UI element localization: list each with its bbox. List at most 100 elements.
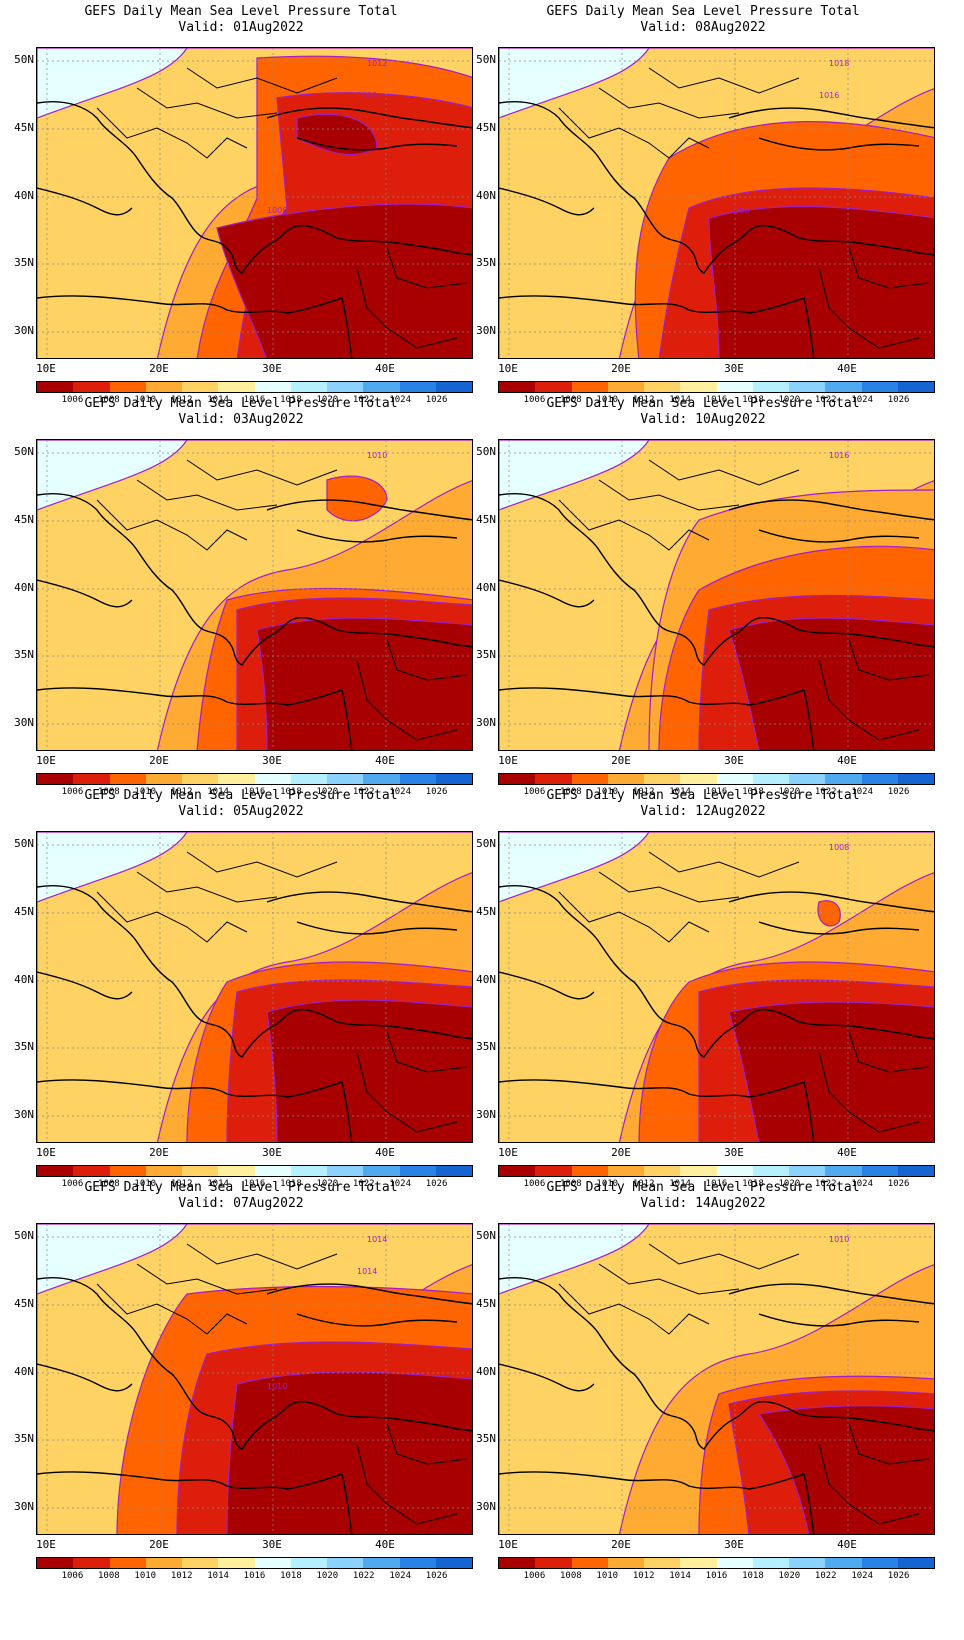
longitude-label: 10E [36, 754, 56, 767]
latitude-label: 30N [476, 1108, 496, 1121]
colorbar-swatch [861, 774, 898, 784]
colorbar-level-label: 1008 [559, 1179, 582, 1189]
colorbar-level-label: 1014 [207, 1179, 229, 1189]
latitude-label: 30N [476, 716, 496, 729]
panel-valid-date: Valid: 12Aug2022 [640, 804, 766, 819]
colorbar-level-label: 1006 [523, 1571, 546, 1581]
panel-valid-date: Valid: 05Aug2022 [178, 804, 304, 819]
colorbar-level-label: 1010 [134, 1179, 157, 1189]
isobar-label: 1008 [829, 843, 849, 852]
longitude-label: 10E [498, 1538, 518, 1551]
colorbar-level-label: 1008 [97, 395, 120, 405]
pressure-map: 1008 [498, 831, 935, 1143]
colorbar-level-label: 1012 [632, 1179, 655, 1189]
colorbar-swatch [182, 1166, 219, 1176]
country-borders [96, 67, 468, 349]
colorbar [36, 1165, 473, 1177]
longitude-label: 30E [262, 1538, 282, 1551]
colorbar-level-label: 1012 [632, 395, 655, 405]
colorbar-level-label: 1010 [596, 1179, 619, 1189]
panel-title: GEFS Daily Mean Sea Level Pressure Total [84, 788, 398, 803]
colorbar-swatch [145, 1166, 182, 1176]
colorbar-level-label: 1012 [170, 1179, 193, 1189]
colorbar-level-label: 1022 [352, 1571, 375, 1581]
colorbar [36, 1557, 473, 1569]
colorbar [498, 1165, 935, 1177]
latitude-label: 30N [14, 1500, 34, 1513]
pressure-band [499, 1224, 650, 1295]
colorbar-swatch [327, 1166, 364, 1176]
longitude-label: 10E [498, 1146, 518, 1159]
colorbar-swatch [218, 774, 255, 784]
isobar-label: 1014 [367, 1235, 387, 1244]
latitude-label: 50N [14, 445, 34, 458]
country-borders [558, 67, 930, 349]
pressure-band [817, 900, 841, 927]
colorbar-swatch [571, 1558, 608, 1568]
latitude-label: 45N [476, 1297, 496, 1310]
latitude-label: 35N [14, 1040, 34, 1053]
longitude-label: 30E [724, 754, 744, 767]
pressure-map: 1016 [498, 439, 935, 751]
colorbar-swatch [716, 1166, 753, 1176]
longitude-label: 10E [498, 754, 518, 767]
coastline [37, 885, 472, 1142]
colorbar-swatch [789, 774, 826, 784]
coastline [37, 493, 472, 750]
latitude-label: 40N [476, 581, 496, 594]
colorbar-level-label: 1026 [425, 1571, 448, 1581]
colorbar-level-label: 1018 [742, 787, 764, 797]
colorbar-swatch [825, 774, 862, 784]
colorbar-swatch [825, 1166, 862, 1176]
colorbar-level-label: 1022 [814, 1571, 837, 1581]
colorbar-swatch [145, 382, 182, 392]
colorbar-swatch [435, 382, 472, 392]
latitude-label: 35N [476, 648, 496, 661]
pressure-band [37, 1224, 188, 1295]
latitude-label: 45N [476, 121, 496, 134]
pressure-band [757, 1405, 934, 1534]
colorbar-swatch [897, 382, 934, 392]
colorbar-level-label: 1010 [134, 1571, 157, 1581]
colorbar-level-label: 1018 [742, 1571, 764, 1581]
colorbar-level-label: 1024 [389, 1179, 411, 1189]
latitude-label: 35N [476, 256, 496, 269]
longitude-label: 10E [498, 362, 518, 375]
colorbar-level-label: 1018 [742, 1179, 764, 1189]
panel-valid-date: Valid: 14Aug2022 [640, 1196, 766, 1211]
latitude-label: 30N [14, 1108, 34, 1121]
colorbar-level-label: 1018 [280, 395, 302, 405]
colorbar-level-label: 1008 [559, 1571, 582, 1581]
colorbar-level-label: 1024 [389, 787, 411, 797]
isobar-label: 1008 [357, 91, 377, 100]
colorbar-level-label: 1022 [814, 787, 837, 797]
colorbar-level-label: 1020 [778, 1179, 801, 1189]
colorbar-level-label: 1008 [97, 1179, 120, 1189]
colorbar-swatch [37, 1558, 74, 1568]
colorbar-level-label: 1012 [632, 1571, 655, 1581]
colorbar-level-label: 1006 [523, 1179, 546, 1189]
colorbar-swatch [607, 1166, 644, 1176]
colorbar-level-label: 1026 [887, 1571, 910, 1581]
pressure-band [708, 205, 934, 358]
pressure-band [37, 48, 188, 119]
colorbar-swatch [435, 1558, 472, 1568]
latitude-label: 30N [14, 716, 34, 729]
longitude-label: 40E [375, 1538, 395, 1551]
isobar-label: 1018 [829, 59, 849, 68]
longitude-label: 10E [36, 1538, 56, 1551]
colorbar-swatch [789, 382, 826, 392]
map-panel: GEFS Daily Mean Sea Level Pressure Total… [0, 392, 482, 802]
pressure-band [37, 832, 472, 1142]
colorbar-level-label: 1012 [170, 787, 193, 797]
latitude-label: 35N [14, 648, 34, 661]
latitude-label: 50N [476, 53, 496, 66]
colorbar-level-label: 1016 [243, 787, 266, 797]
pressure-band [226, 1371, 472, 1534]
isobar-label: 1012 [367, 59, 387, 68]
latitude-label: 45N [14, 905, 34, 918]
longitude-label: 40E [375, 754, 395, 767]
colorbar-swatch [109, 1558, 146, 1568]
colorbar-level-label: 1022 [352, 395, 375, 405]
longitude-label: 40E [837, 754, 857, 767]
